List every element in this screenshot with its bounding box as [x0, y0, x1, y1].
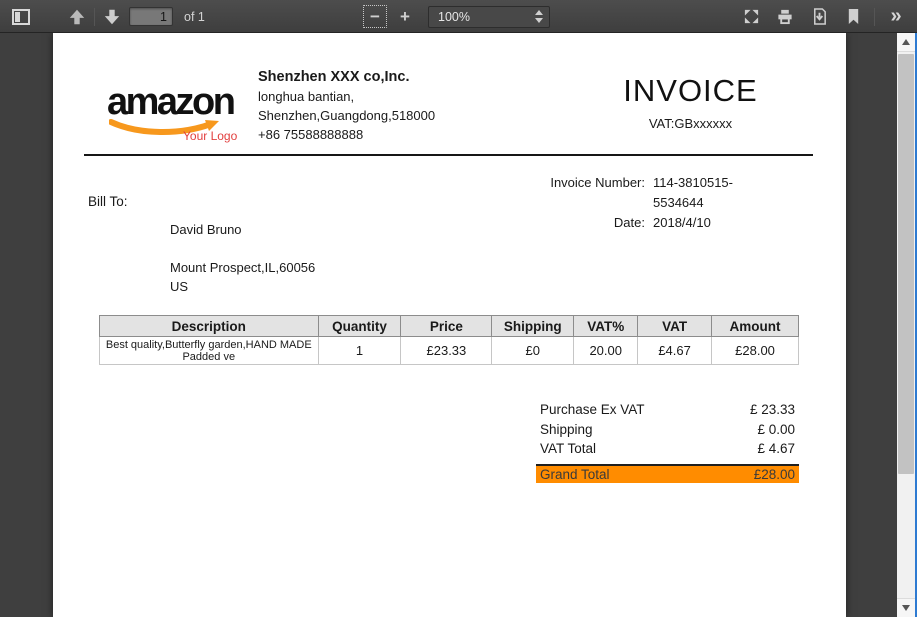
- page-down-icon: [104, 9, 120, 24]
- select-spinner-icon: [535, 10, 543, 23]
- sidebar-toggle-button[interactable]: [8, 4, 34, 29]
- bill-to-label: Bill To:: [88, 194, 128, 209]
- cell-shipping: £0: [491, 336, 575, 365]
- toolbar-left-group: of 1: [8, 0, 205, 33]
- logo-tagline: Your Logo: [183, 129, 238, 143]
- company-address-line2: Shenzhen,Guangdong,518000: [258, 108, 436, 123]
- header-amount: Amount: [711, 315, 799, 337]
- company-address-line1: longhua bantian,: [258, 89, 355, 104]
- header-price: Price: [400, 315, 493, 337]
- bookmark-button[interactable]: [840, 4, 866, 29]
- invoice-meta: Invoice Number: 114-3810515-5534644 Date…: [353, 173, 783, 233]
- total-row-shipping: Shipping £ 0.00: [536, 420, 799, 440]
- total-label: Shipping: [540, 421, 593, 437]
- header-quantity: Quantity: [317, 315, 402, 337]
- previous-page-button[interactable]: [64, 4, 90, 29]
- scroll-down-icon: [902, 605, 910, 611]
- bill-to-name: David Bruno: [170, 222, 242, 237]
- cell-vat-percent: 20.00: [573, 336, 639, 365]
- page-count-label: of 1: [184, 9, 205, 24]
- total-value: £ 0.00: [757, 421, 795, 437]
- zoom-level-value: 100%: [438, 9, 470, 24]
- invoice-number-value: 114-3810515-5534644: [653, 175, 733, 210]
- total-label: VAT Total: [540, 441, 597, 457]
- invoice-date-row: Date: 2018/4/10: [353, 213, 783, 233]
- company-logo: amazon Your Logo: [107, 83, 243, 147]
- totals-block: Purchase Ex VAT £ 23.33 Shipping £ 0.00 …: [536, 400, 799, 483]
- toolbar-separator: [94, 7, 95, 26]
- toolbar-right-group: »: [738, 0, 909, 33]
- total-row-vat: VAT Total £ 4.67: [536, 439, 799, 459]
- invoice-title: INVOICE: [623, 73, 758, 108]
- scroll-up-button[interactable]: [897, 33, 915, 52]
- more-tools-button[interactable]: »: [890, 4, 902, 27]
- scrollbar-thumb[interactable]: [898, 54, 914, 474]
- company-info: Shenzhen XXX co,Inc. longhua bantian, Sh…: [258, 67, 435, 144]
- company-name: Shenzhen XXX co,Inc.: [258, 69, 410, 85]
- total-value: £ 23.33: [749, 402, 795, 418]
- page-number-input[interactable]: [129, 7, 173, 26]
- zoom-level-select[interactable]: 100%: [428, 5, 550, 28]
- next-page-button[interactable]: [99, 4, 125, 29]
- pdf-viewer-area: amazon Your Logo Shenzhen XXX co,Inc. lo…: [0, 33, 917, 617]
- vat-id: VAT:GBxxxxxx: [648, 116, 733, 131]
- pdf-toolbar: of 1 − + 100%: [0, 0, 917, 33]
- amazon-swoosh-icon: [109, 119, 219, 135]
- header-divider: [84, 154, 813, 156]
- toolbar-separator: [874, 7, 875, 26]
- total-value: £ 4.67: [757, 441, 795, 457]
- company-phone: +86 75588888888: [258, 127, 364, 142]
- invoice-date-label: Date:: [613, 215, 645, 230]
- table-header-row: Description Quantity Price Shipping VAT%…: [99, 315, 799, 337]
- zoom-in-button[interactable]: +: [400, 6, 410, 26]
- scroll-up-icon: [902, 39, 910, 45]
- table-row: Best quality,Butterfly garden,HAND MADE …: [99, 336, 799, 365]
- page-up-icon: [69, 9, 85, 24]
- header-shipping: Shipping: [491, 315, 575, 337]
- header-vat: VAT: [637, 315, 713, 337]
- download-button[interactable]: [806, 4, 832, 29]
- amazon-logo-text: amazon: [107, 81, 236, 123]
- cell-vat: £4.67: [637, 336, 713, 365]
- grand-total-row: Grand Total £28.00: [536, 463, 799, 483]
- line-items-table: Description Quantity Price Shipping VAT%…: [99, 315, 799, 365]
- sidebar-toggle-icon: [12, 8, 30, 25]
- zoom-out-button[interactable]: −: [362, 4, 388, 29]
- toolbar-zoom-group: − + 100%: [362, 0, 550, 33]
- header-vat-percent: VAT%: [573, 315, 639, 337]
- cell-amount: £28.00: [711, 336, 799, 365]
- vertical-scrollbar[interactable]: [897, 33, 917, 617]
- invoice-number-label: Invoice Number:: [550, 175, 645, 190]
- invoice-date-value: 2018/4/10: [653, 215, 711, 230]
- cell-quantity: 1: [317, 336, 402, 365]
- cell-description: Best quality,Butterfly garden,HAND MADE …: [99, 336, 319, 365]
- header-description: Description: [99, 315, 319, 337]
- bookmark-icon: [848, 9, 858, 24]
- print-button[interactable]: [772, 4, 798, 29]
- bill-to-address: Mount Prospect,IL,60056: [170, 260, 316, 275]
- bill-to-country: US: [170, 279, 189, 294]
- total-row-purchase: Purchase Ex VAT £ 23.33: [536, 400, 799, 420]
- invoice-number-row: Invoice Number: 114-3810515-5534644: [353, 173, 783, 213]
- download-icon: [813, 8, 826, 25]
- cell-price: £23.33: [400, 336, 493, 365]
- presentation-mode-button[interactable]: [738, 4, 764, 29]
- invoice-title-block: INVOICE VAT:GBxxxxxx: [593, 73, 788, 131]
- print-icon: [778, 9, 792, 25]
- invoice-page: amazon Your Logo Shenzhen XXX co,Inc. lo…: [53, 33, 846, 617]
- grand-total-label: Grand Total: [540, 466, 610, 482]
- total-label: Purchase Ex VAT: [540, 402, 645, 418]
- grand-total-value: £28.00: [753, 466, 795, 482]
- scroll-down-button[interactable]: [897, 598, 915, 617]
- fullscreen-icon: [744, 9, 758, 24]
